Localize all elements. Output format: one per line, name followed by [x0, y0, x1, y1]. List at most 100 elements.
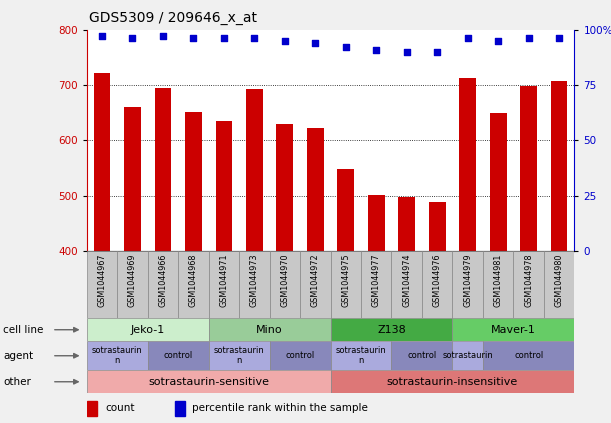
Text: sotrastaurin
n: sotrastaurin n	[92, 346, 142, 365]
Text: sotrastaurin
n: sotrastaurin n	[214, 346, 265, 365]
Point	[433, 48, 442, 55]
Text: GSM1044974: GSM1044974	[402, 253, 411, 307]
Bar	[337, 169, 354, 251]
Text: GSM1044980: GSM1044980	[555, 253, 563, 307]
Bar	[87, 341, 148, 370]
Text: GSM1044979: GSM1044979	[463, 253, 472, 307]
Bar	[185, 112, 202, 251]
Text: agent: agent	[3, 351, 33, 361]
Bar	[148, 341, 208, 370]
Text: other: other	[3, 377, 31, 387]
Text: sotrastaurin-insensitive: sotrastaurin-insensitive	[387, 377, 518, 387]
Text: Z138: Z138	[377, 325, 406, 335]
Text: control: control	[285, 351, 315, 360]
Point	[219, 35, 229, 42]
Bar	[87, 318, 208, 341]
Bar	[276, 124, 293, 251]
Text: percentile rank within the sample: percentile rank within the sample	[192, 403, 368, 413]
Bar	[520, 86, 537, 251]
Bar	[368, 195, 385, 251]
Text: sotrastaurin
n: sotrastaurin n	[335, 346, 386, 365]
Bar	[452, 251, 483, 318]
Bar	[124, 107, 141, 251]
Text: GSM1044966: GSM1044966	[158, 253, 167, 307]
Bar	[87, 251, 117, 318]
Bar	[269, 341, 331, 370]
Point	[402, 48, 412, 55]
Text: Maver-1: Maver-1	[491, 325, 536, 335]
Text: Mino: Mino	[256, 325, 283, 335]
Point	[554, 35, 564, 42]
Bar	[307, 128, 324, 251]
Bar	[331, 370, 574, 393]
Text: GSM1044975: GSM1044975	[342, 253, 350, 307]
Text: GSM1044969: GSM1044969	[128, 253, 137, 307]
Bar	[429, 203, 445, 251]
Bar	[93, 73, 111, 251]
Bar	[246, 89, 263, 251]
Bar	[208, 251, 239, 318]
Text: GSM1044977: GSM1044977	[371, 253, 381, 307]
Bar	[117, 251, 148, 318]
Bar	[216, 121, 232, 251]
Bar	[392, 251, 422, 318]
Text: GSM1044976: GSM1044976	[433, 253, 442, 307]
Point	[280, 37, 290, 44]
Bar	[452, 341, 483, 370]
Text: GSM1044981: GSM1044981	[494, 253, 503, 307]
Bar	[300, 251, 331, 318]
Bar	[452, 318, 574, 341]
Text: GSM1044972: GSM1044972	[311, 253, 320, 307]
Point	[128, 35, 137, 42]
Point	[341, 44, 351, 51]
Bar	[155, 88, 171, 251]
Bar	[208, 341, 269, 370]
Text: count: count	[105, 403, 135, 413]
Bar	[551, 81, 568, 251]
Text: Jeko-1: Jeko-1	[131, 325, 165, 335]
Bar	[483, 251, 513, 318]
Bar	[392, 341, 452, 370]
Text: GSM1044970: GSM1044970	[280, 253, 290, 307]
Bar	[148, 251, 178, 318]
Text: GSM1044967: GSM1044967	[98, 253, 106, 307]
Text: GSM1044973: GSM1044973	[250, 253, 259, 307]
Bar	[490, 113, 507, 251]
Point	[371, 46, 381, 53]
Text: control: control	[514, 351, 543, 360]
Text: GSM1044978: GSM1044978	[524, 253, 533, 307]
Text: GSM1044971: GSM1044971	[219, 253, 229, 307]
Bar	[422, 251, 452, 318]
Bar	[269, 251, 300, 318]
Bar	[87, 370, 331, 393]
Text: GSM1044968: GSM1044968	[189, 253, 198, 307]
Bar	[513, 251, 544, 318]
Point	[158, 33, 168, 40]
Bar	[331, 251, 361, 318]
Bar	[175, 401, 185, 415]
Text: control: control	[164, 351, 193, 360]
Text: cell line: cell line	[3, 325, 43, 335]
Bar	[361, 251, 392, 318]
Text: GDS5309 / 209646_x_at: GDS5309 / 209646_x_at	[89, 11, 257, 25]
Point	[463, 35, 472, 42]
Bar	[483, 341, 574, 370]
Point	[310, 39, 320, 46]
Text: sotrastaurin: sotrastaurin	[442, 351, 493, 360]
Bar	[239, 251, 269, 318]
Bar	[331, 341, 392, 370]
Text: sotrastaurin-sensitive: sotrastaurin-sensitive	[148, 377, 269, 387]
Bar	[208, 318, 331, 341]
Point	[97, 33, 107, 40]
Point	[493, 37, 503, 44]
Point	[249, 35, 259, 42]
Bar	[331, 318, 452, 341]
Point	[524, 35, 533, 42]
Bar	[544, 251, 574, 318]
Bar	[459, 78, 476, 251]
Bar	[178, 251, 208, 318]
Text: control: control	[408, 351, 437, 360]
Point	[189, 35, 199, 42]
Bar	[87, 401, 98, 415]
Bar	[398, 197, 415, 251]
